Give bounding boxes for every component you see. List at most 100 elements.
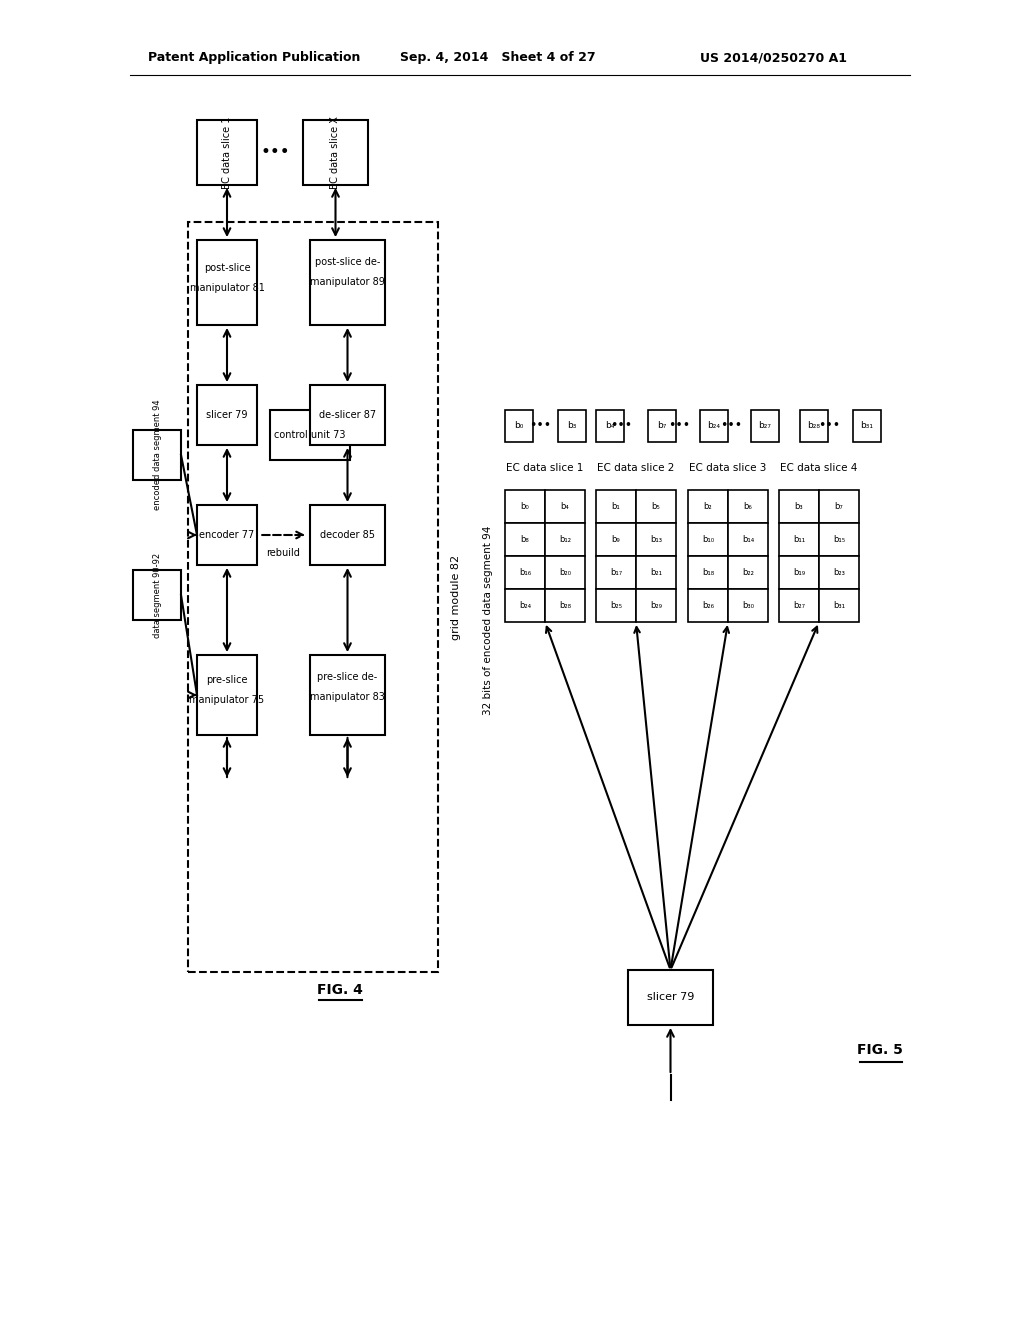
Text: b₁: b₁ bbox=[611, 502, 621, 511]
Bar bbox=[545, 490, 585, 523]
Text: b₂₅: b₂₅ bbox=[610, 601, 622, 610]
Bar bbox=[628, 970, 713, 1026]
Bar bbox=[545, 589, 585, 622]
Bar bbox=[636, 589, 676, 622]
Bar bbox=[197, 506, 257, 565]
Bar bbox=[545, 523, 585, 556]
Text: b₈: b₈ bbox=[520, 535, 529, 544]
Bar bbox=[688, 556, 728, 589]
Bar bbox=[728, 556, 768, 589]
Bar bbox=[197, 240, 257, 325]
Text: •••: ••• bbox=[668, 420, 690, 433]
Text: b₂₈: b₂₈ bbox=[559, 601, 571, 610]
Text: b₁₇: b₁₇ bbox=[610, 568, 622, 577]
Bar bbox=[197, 120, 257, 185]
Text: post-slice de-: post-slice de- bbox=[314, 257, 380, 267]
Bar bbox=[688, 523, 728, 556]
Text: b₁₉: b₁₉ bbox=[793, 568, 805, 577]
Text: US 2014/0250270 A1: US 2014/0250270 A1 bbox=[700, 51, 847, 65]
Text: b₁₄: b₁₄ bbox=[741, 535, 754, 544]
Bar bbox=[505, 411, 534, 442]
Text: Patent Application Publication: Patent Application Publication bbox=[148, 51, 360, 65]
Text: EC data slice 2: EC data slice 2 bbox=[597, 463, 675, 473]
Text: b₂₆: b₂₆ bbox=[702, 601, 714, 610]
Text: b₀: b₀ bbox=[514, 421, 523, 430]
Text: •••: ••• bbox=[720, 420, 742, 433]
Bar bbox=[688, 490, 728, 523]
Text: b₉: b₉ bbox=[611, 535, 621, 544]
Text: encoder 77: encoder 77 bbox=[200, 531, 255, 540]
Bar bbox=[728, 589, 768, 622]
Text: b₃₁: b₃₁ bbox=[860, 421, 873, 430]
Text: b₁₂: b₁₂ bbox=[559, 535, 571, 544]
Text: •••: ••• bbox=[529, 420, 551, 433]
Text: slicer 79: slicer 79 bbox=[647, 993, 694, 1002]
Text: EC data slice 1: EC data slice 1 bbox=[506, 463, 584, 473]
Bar bbox=[596, 411, 624, 442]
Text: manipulator 83: manipulator 83 bbox=[310, 692, 385, 702]
Bar bbox=[545, 556, 585, 589]
Text: b₄: b₄ bbox=[560, 502, 569, 511]
Bar bbox=[197, 385, 257, 445]
Text: b₇: b₇ bbox=[657, 421, 667, 430]
Bar bbox=[596, 490, 636, 523]
Text: b₁₁: b₁₁ bbox=[793, 535, 805, 544]
Text: b₂₇: b₂₇ bbox=[759, 421, 771, 430]
Text: EC data slice 1: EC data slice 1 bbox=[222, 116, 232, 189]
Text: b₂₄: b₂₄ bbox=[708, 421, 721, 430]
Text: pre-slice de-: pre-slice de- bbox=[317, 672, 378, 682]
Bar bbox=[596, 589, 636, 622]
Bar bbox=[779, 490, 819, 523]
Bar bbox=[728, 523, 768, 556]
Text: b₇: b₇ bbox=[835, 502, 844, 511]
Bar bbox=[853, 411, 881, 442]
Text: b₂₈: b₂₈ bbox=[808, 421, 820, 430]
Text: b₁₀: b₁₀ bbox=[701, 535, 714, 544]
Text: manipulator 75: manipulator 75 bbox=[189, 696, 264, 705]
Text: b₆: b₆ bbox=[743, 502, 753, 511]
Bar bbox=[800, 411, 828, 442]
Text: control unit 73: control unit 73 bbox=[274, 430, 346, 440]
Text: FIG. 5: FIG. 5 bbox=[857, 1043, 903, 1057]
Bar bbox=[197, 655, 257, 735]
Text: b₂₇: b₂₇ bbox=[793, 601, 805, 610]
Bar bbox=[636, 523, 676, 556]
Text: b₂₃: b₂₃ bbox=[834, 568, 845, 577]
Text: data segment 90-92: data segment 90-92 bbox=[153, 553, 162, 638]
Bar bbox=[558, 411, 586, 442]
Text: pre-slice: pre-slice bbox=[206, 675, 248, 685]
Text: grid module 82: grid module 82 bbox=[451, 554, 461, 640]
Bar bbox=[819, 556, 859, 589]
Bar bbox=[819, 490, 859, 523]
Text: b₁₆: b₁₆ bbox=[519, 568, 531, 577]
Text: •••: ••• bbox=[610, 420, 632, 433]
Text: •••: ••• bbox=[818, 420, 840, 433]
Bar bbox=[688, 589, 728, 622]
Text: b₁₅: b₁₅ bbox=[833, 535, 845, 544]
Bar bbox=[505, 589, 545, 622]
Text: b₀: b₀ bbox=[520, 502, 529, 511]
Text: manipulator 89: manipulator 89 bbox=[310, 277, 385, 286]
Text: EC data slice 4: EC data slice 4 bbox=[780, 463, 858, 473]
Bar bbox=[188, 222, 438, 972]
Bar bbox=[779, 523, 819, 556]
Bar bbox=[310, 655, 385, 735]
Bar bbox=[779, 589, 819, 622]
Bar bbox=[728, 490, 768, 523]
Text: Sep. 4, 2014   Sheet 4 of 27: Sep. 4, 2014 Sheet 4 of 27 bbox=[400, 51, 596, 65]
Bar bbox=[505, 490, 545, 523]
Text: b₂₄: b₂₄ bbox=[519, 601, 531, 610]
Text: FIG. 4: FIG. 4 bbox=[317, 983, 362, 997]
Text: b₃₁: b₃₁ bbox=[833, 601, 845, 610]
Text: b₂₁: b₂₁ bbox=[650, 568, 662, 577]
Text: de-slicer 87: de-slicer 87 bbox=[318, 411, 376, 420]
Bar bbox=[636, 556, 676, 589]
Bar bbox=[819, 523, 859, 556]
Bar bbox=[648, 411, 676, 442]
Text: b₅: b₅ bbox=[651, 502, 660, 511]
Text: 32 bits of encoded data segment 94: 32 bits of encoded data segment 94 bbox=[483, 525, 493, 714]
Text: rebuild: rebuild bbox=[266, 548, 300, 558]
Bar bbox=[133, 430, 181, 480]
Bar bbox=[779, 556, 819, 589]
Text: encoded data segment 94: encoded data segment 94 bbox=[153, 400, 162, 511]
